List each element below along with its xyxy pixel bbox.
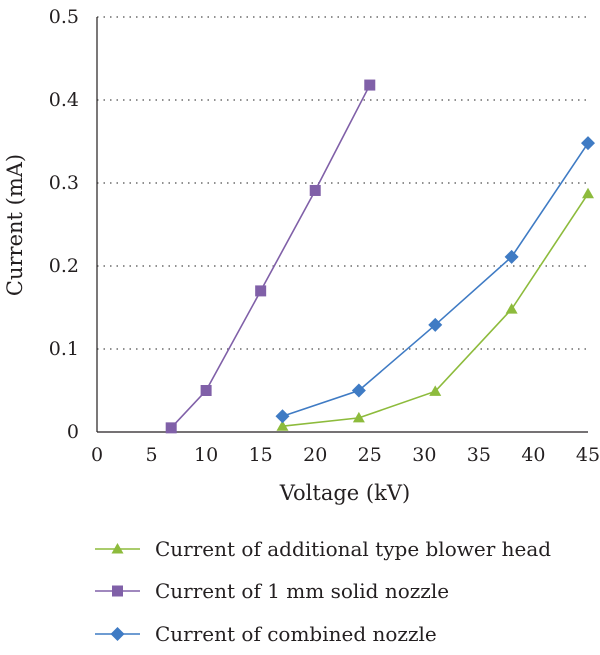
data-point (276, 420, 289, 431)
legend-item: Current of 1 mm solid nozzle (95, 579, 449, 603)
data-point (309, 184, 321, 196)
x-axis-title: Voltage (kV) (279, 481, 410, 505)
x-tick-labels: 0 5 10 15 20 25 30 35 40 45 (91, 444, 600, 466)
y-tick-label: 0.2 (49, 255, 79, 277)
series-0 (276, 187, 594, 431)
legend-label: Current of additional type blower head (155, 537, 551, 561)
x-tick-label: 10 (194, 444, 218, 466)
gridlines (97, 16, 588, 350)
y-tick-label: 0 (67, 421, 79, 443)
x-tick-label: 15 (249, 444, 273, 466)
legend-label: Current of 1 mm solid nozzle (155, 579, 449, 603)
series-2 (275, 136, 595, 424)
data-point (351, 383, 366, 398)
x-tick-label: 25 (358, 444, 382, 466)
data-point (275, 409, 290, 424)
legend-item: Current of additional type blower head (95, 537, 551, 561)
x-tick-label: 35 (467, 444, 491, 466)
data-point (165, 422, 177, 434)
series-line (282, 142, 589, 417)
legend-marker (110, 627, 125, 641)
y-axis-title: Current (mA) (3, 154, 27, 296)
axes (96, 17, 588, 433)
data-point (428, 317, 443, 332)
x-tick-label: 5 (146, 444, 158, 466)
data-point (505, 303, 518, 314)
x-tick-label: 40 (521, 444, 545, 466)
legend-item: Current of combined nozzle (95, 622, 437, 646)
plot-series (165, 79, 595, 434)
series-1 (165, 79, 376, 434)
legend-label: Current of combined nozzle (155, 622, 437, 646)
data-point (582, 187, 594, 199)
data-point (581, 136, 595, 151)
data-point (364, 79, 376, 91)
y-tick-label: 0.5 (49, 6, 79, 28)
data-point (429, 385, 442, 396)
x-tick-label: 0 (91, 444, 103, 466)
data-point (504, 249, 519, 264)
y-tick-labels: 0 0.1 0.2 0.3 0.4 0.5 (49, 6, 79, 443)
x-tick-label: 20 (303, 444, 327, 466)
y-tick-label: 0.3 (49, 172, 79, 194)
y-tick-label: 0.4 (49, 89, 79, 111)
legend: Current of additional type blower head Cu… (95, 537, 551, 646)
data-point (352, 411, 365, 423)
legend-marker (112, 585, 123, 597)
x-tick-label: 30 (412, 444, 436, 466)
x-tick-label: 45 (576, 444, 600, 466)
y-tick-label: 0.1 (49, 338, 79, 360)
series-line (170, 84, 371, 429)
data-point (255, 285, 267, 297)
legend-marker (111, 543, 124, 554)
data-point (200, 385, 212, 396)
